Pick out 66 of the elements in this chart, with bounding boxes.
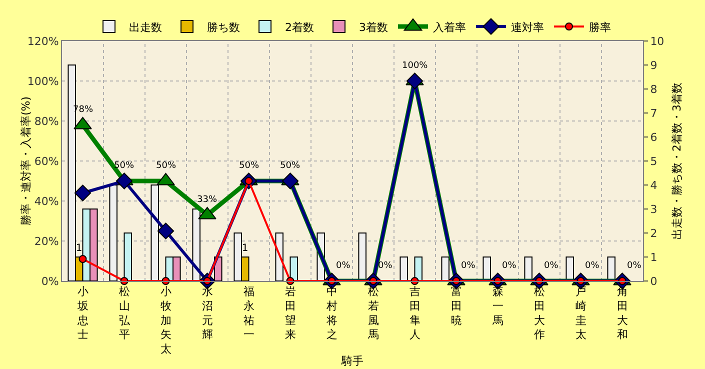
data-label: 0% bbox=[544, 261, 559, 271]
legend-label: 出走数 bbox=[129, 20, 162, 34]
legend-label: 入着率 bbox=[433, 20, 466, 34]
x-tick-label: 水沼元輝 bbox=[202, 285, 213, 342]
data-label: 33% bbox=[197, 195, 218, 205]
legend-label: 勝ち数 bbox=[207, 20, 240, 34]
x-tick-label: 福永祐一 bbox=[243, 285, 254, 342]
point bbox=[116, 172, 133, 190]
data-label: 50% bbox=[280, 161, 300, 171]
legend-label: 勝率 bbox=[589, 20, 611, 34]
data-label: 0% bbox=[627, 261, 642, 271]
data-label: 0% bbox=[502, 261, 517, 271]
legend-label: 3着数 bbox=[359, 20, 388, 34]
data-label: 50% bbox=[114, 161, 134, 171]
y2-tick-label: 5 bbox=[650, 154, 658, 168]
y-tick-label: 0% bbox=[41, 274, 59, 288]
data-label: 0% bbox=[461, 261, 476, 271]
y2-axis-title: 出走数・勝ち数・2着数・3着数 bbox=[670, 82, 684, 240]
x-tick-label: 中村将之 bbox=[325, 285, 338, 342]
x-tick-label: 小牧加矢太 bbox=[160, 285, 172, 356]
y2-tick-label: 9 bbox=[650, 58, 658, 72]
data-label: 1 bbox=[76, 243, 82, 254]
y-tick-label: 120% bbox=[27, 34, 59, 48]
y2-tick-label: 1 bbox=[650, 250, 658, 264]
x-tick-label: 松山弘平 bbox=[118, 285, 131, 342]
y-tick-label: 100% bbox=[27, 74, 59, 88]
x-tick-label: 小坂忠士 bbox=[76, 285, 88, 342]
y-tick-label: 80% bbox=[34, 114, 59, 128]
point bbox=[74, 184, 92, 202]
y-tick-label: 20% bbox=[34, 234, 59, 248]
y-tick-label: 40% bbox=[34, 194, 59, 208]
x-axis-title: 騎手 bbox=[340, 354, 364, 368]
point bbox=[78, 255, 87, 263]
y-axis-title: 勝率・連対率・入着率(%) bbox=[19, 96, 32, 226]
x-tick-label: 富田暁 bbox=[450, 285, 462, 327]
x-tick-label: 戸崎圭太 bbox=[575, 285, 586, 342]
data-label: 1 bbox=[242, 243, 248, 254]
bar bbox=[400, 256, 408, 281]
x-tick-label: 岩田望来 bbox=[284, 285, 296, 342]
data-label: 0% bbox=[585, 261, 600, 271]
x-tick-label: 吉田隼人 bbox=[409, 285, 420, 342]
x-tick-label: 松若風馬 bbox=[366, 285, 379, 342]
data-label: 50% bbox=[239, 161, 260, 171]
y2-tick-label: 0 bbox=[650, 274, 658, 288]
y2-tick-label: 4 bbox=[650, 178, 658, 192]
y2-tick-label: 2 bbox=[650, 226, 658, 240]
bar bbox=[124, 232, 132, 281]
x-tick-label: 森一馬 bbox=[491, 285, 504, 327]
x-tick-label: 松田大作 bbox=[532, 285, 545, 342]
legend-label: 連対率 bbox=[511, 20, 544, 34]
point bbox=[282, 172, 299, 190]
point bbox=[157, 222, 174, 240]
y2-tick-label: 8 bbox=[650, 82, 658, 96]
data-label: 0% bbox=[336, 261, 351, 271]
y2-tick-label: 6 bbox=[650, 130, 658, 144]
x-tick-label: 角田大和 bbox=[616, 285, 628, 342]
y2-tick-label: 7 bbox=[650, 106, 658, 120]
point bbox=[406, 72, 424, 90]
data-label: 50% bbox=[156, 161, 176, 171]
data-label: 100% bbox=[402, 61, 428, 71]
y-tick-label: 60% bbox=[34, 154, 59, 168]
bar bbox=[275, 232, 284, 281]
data-label: 0% bbox=[378, 261, 393, 271]
y2-tick-label: 3 bbox=[650, 202, 658, 216]
y2-tick-label: 10 bbox=[650, 34, 664, 48]
legend-label: 2着数 bbox=[285, 20, 314, 34]
